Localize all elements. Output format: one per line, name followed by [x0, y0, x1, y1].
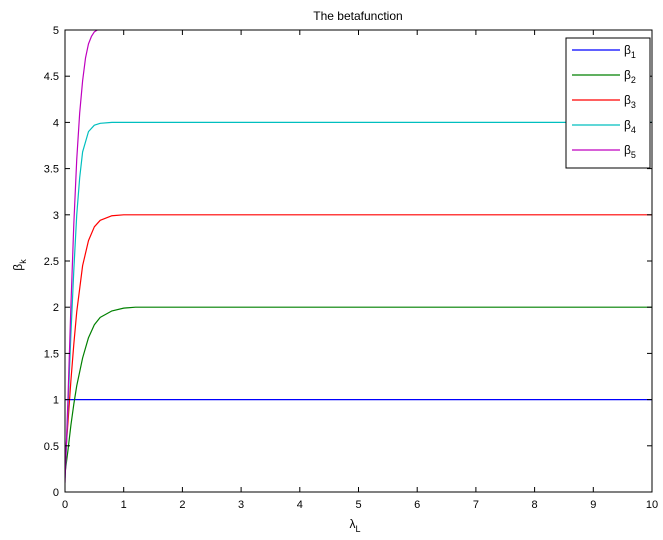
x-tick-label: 2: [179, 499, 185, 511]
y-tick-label: 1.5: [44, 348, 59, 360]
series-layer: [65, 30, 652, 483]
x-axis-label-subscript: L: [355, 524, 360, 534]
x-axis-label-main: λ: [349, 517, 355, 531]
legend-label-beta-3: β3: [624, 93, 636, 110]
x-axis: 0 1 2 3 4 5 6 7 8 9 10: [62, 30, 658, 511]
legend-box: [565, 37, 651, 169]
y-axis: 0 0.5 1 1.5 2 2.5 3 3.5 4 4.5 5: [44, 25, 652, 499]
x-axis-label: λL: [349, 517, 360, 534]
y-tick-label: 2.5: [44, 256, 59, 268]
x-tick-label: 10: [646, 499, 658, 511]
plot-frame: [64, 29, 653, 493]
y-tick-label: 5: [53, 25, 59, 37]
x-tick-label: 5: [355, 499, 361, 511]
legend-label-subscript: 4: [631, 125, 636, 135]
y-tick-label: 3: [53, 210, 59, 222]
legend-label-subscript: 1: [631, 50, 636, 60]
chart-title: The betafunction: [313, 9, 402, 23]
legend-label-main: β: [624, 43, 631, 57]
legend-label-main: β: [624, 93, 631, 107]
legend-label-subscript: 5: [631, 150, 636, 160]
x-tick-label: 3: [238, 499, 244, 511]
y-tick-label: 4.5: [44, 71, 59, 83]
y-tick-label: 3.5: [44, 164, 59, 176]
y-axis-label: βk: [11, 259, 28, 271]
y-tick-label: 2: [53, 302, 59, 314]
legend-label-main: β: [624, 143, 631, 157]
y-tick-label: 0: [53, 487, 59, 499]
legend-label-main: β: [624, 118, 631, 132]
legend-label-beta-4: β4: [624, 118, 636, 135]
legend-label-beta-1: β1: [624, 43, 636, 60]
y-tick-label: 0.5: [44, 441, 59, 453]
x-tick-label: 1: [121, 499, 127, 511]
x-tick-label: 6: [414, 499, 420, 511]
legend-label-main: β: [624, 68, 631, 82]
y-tick-label: 1: [53, 395, 59, 407]
legend-label-subscript: 3: [631, 100, 636, 110]
x-tick-label: 4: [297, 499, 303, 511]
legend-label-subscript: 2: [631, 75, 636, 85]
series-line-beta-5: [65, 30, 98, 483]
y-axis-label-subscript: k: [18, 259, 28, 264]
y-axis-label-main: β: [11, 264, 25, 271]
legend-label-beta-5: β5: [624, 143, 636, 160]
y-tick-label: 4: [53, 117, 59, 129]
series-line-beta-3: [65, 214, 652, 465]
x-tick-label: 7: [473, 499, 479, 511]
x-tick-label: 9: [590, 499, 596, 511]
series-line-beta-2: [65, 306, 652, 474]
x-tick-label: 0: [62, 499, 68, 511]
series-line-beta-4: [65, 121, 652, 479]
x-tick-label: 8: [532, 499, 538, 511]
legend-label-beta-2: β2: [624, 68, 636, 85]
